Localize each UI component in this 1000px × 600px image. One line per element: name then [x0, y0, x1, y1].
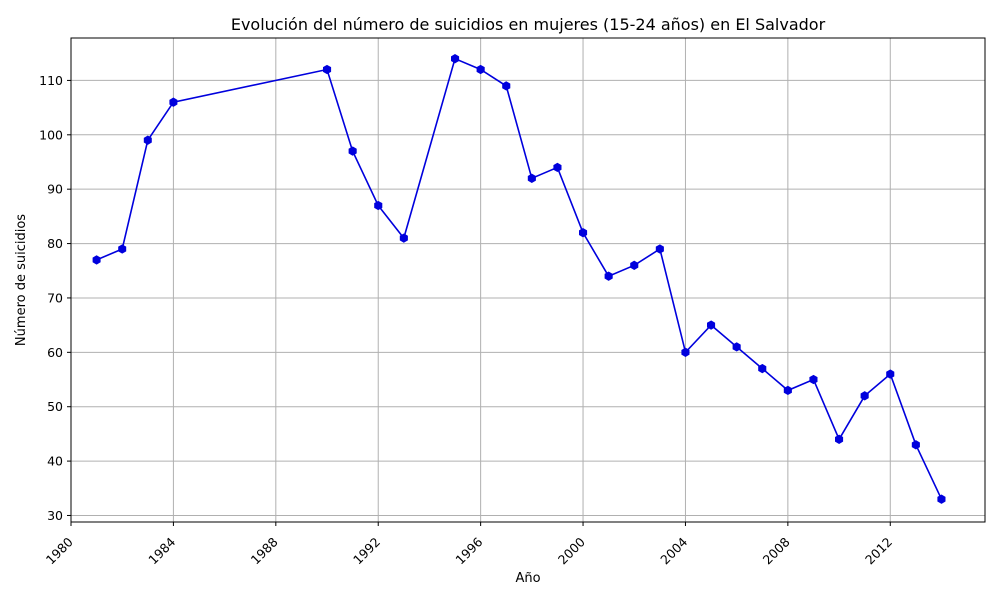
x-tick-label: 2012: [862, 534, 895, 567]
data-point: [655, 244, 664, 254]
series-line: [96, 57, 943, 500]
data-point: [527, 173, 536, 183]
data-point: [399, 233, 408, 243]
data-point: [143, 135, 152, 145]
data-point: [118, 244, 127, 254]
data-point: [937, 494, 946, 504]
y-tick-label: 110: [39, 73, 63, 88]
y-tick-label: 80: [47, 236, 63, 251]
data-point: [579, 228, 588, 238]
data-point: [348, 146, 357, 156]
x-tick-label: 1988: [248, 534, 281, 567]
x-tick-label: 2000: [555, 534, 588, 567]
data-point: [604, 271, 613, 281]
data-point: [502, 81, 511, 91]
data-point: [476, 64, 485, 75]
x-tick-label: 1980: [43, 534, 76, 567]
data-point: [758, 363, 767, 374]
x-tick-label: 2008: [760, 534, 793, 567]
x-axis: 1980 1984 1988 1992 1996 2000 2004 2008 2012: [43, 522, 895, 567]
x-tick-label: 1992: [350, 534, 383, 567]
series: [92, 54, 946, 504]
data-point: [835, 434, 844, 444]
data-point: [911, 440, 920, 450]
y-tick-label: 50: [47, 399, 63, 414]
data-point: [809, 374, 818, 385]
data-point: [374, 200, 383, 211]
data-point: [860, 391, 869, 401]
chart-title: Evolución del número de suicidios en muj…: [231, 15, 826, 34]
y-tick-label: 60: [47, 345, 63, 360]
x-tick-label: 1996: [452, 534, 485, 567]
data-point: [886, 369, 895, 379]
y-axis-label: Número de suicidios: [14, 214, 29, 346]
data-point: [450, 54, 460, 64]
data-point: [630, 260, 639, 270]
data-point: [92, 255, 101, 265]
data-point: [783, 385, 792, 396]
data-point: [732, 342, 741, 352]
data-point: [707, 320, 716, 330]
plot-frame: [70, 37, 986, 523]
x-tick-label: 2004: [657, 534, 690, 567]
x-tick-label: 1984: [145, 534, 178, 567]
y-tick-label: 40: [47, 454, 63, 469]
x-axis-label: Año: [515, 571, 540, 586]
y-tick-label: 100: [39, 127, 63, 142]
data-point: [322, 64, 332, 75]
data-point: [169, 97, 178, 107]
grid: [70, 38, 985, 522]
y-tick-label: 90: [47, 182, 63, 197]
y-tick-label: 30: [47, 508, 63, 523]
data-point: [553, 162, 562, 173]
data-point: [681, 347, 690, 357]
y-tick-label: 70: [47, 290, 63, 305]
y-axis: 30 40 50 60 70 80 90 100 110: [39, 73, 71, 523]
